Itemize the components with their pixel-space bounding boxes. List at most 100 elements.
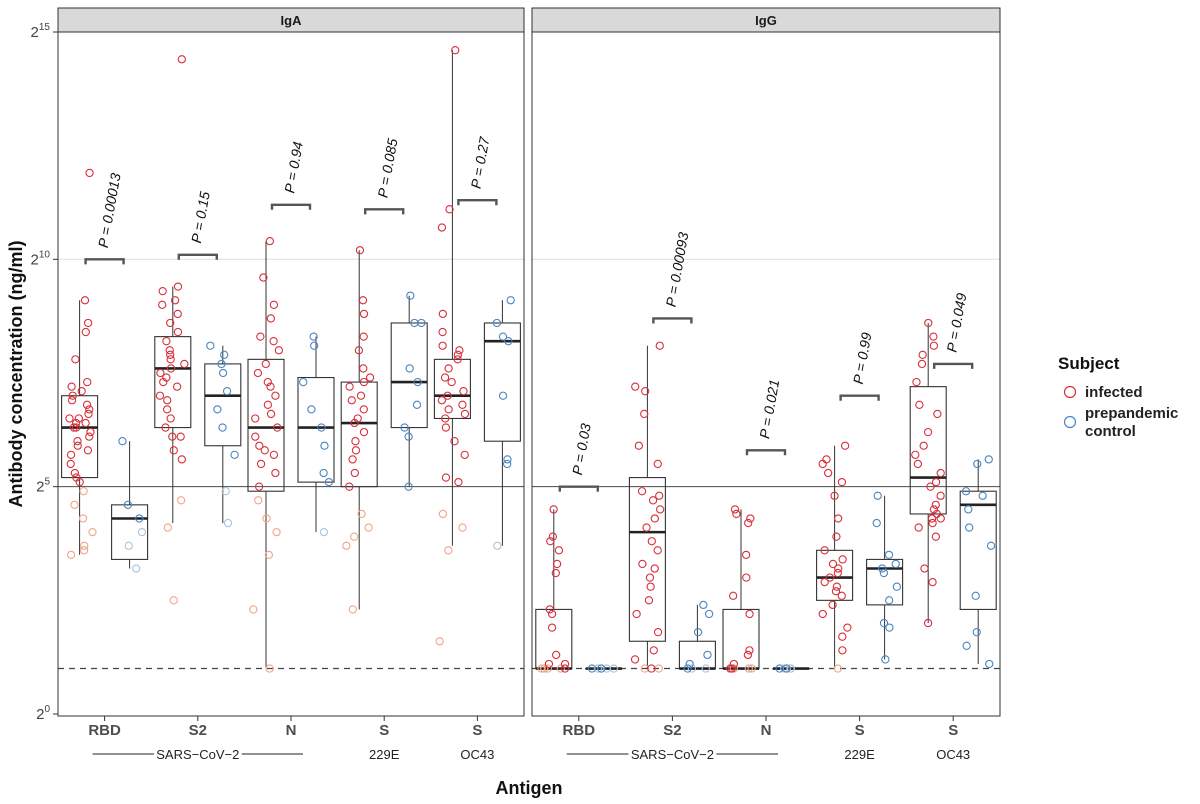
- control-point-below-threshold: [221, 487, 230, 496]
- infected-point-below-threshold: [350, 532, 359, 541]
- legend-title: Subject: [1058, 354, 1120, 373]
- control-point: [213, 405, 222, 414]
- infected-point: [354, 346, 364, 355]
- control-point: [985, 659, 994, 669]
- control-point-below-threshold: [609, 664, 618, 673]
- infected-point: [265, 236, 275, 246]
- infected-point: [86, 427, 95, 437]
- infected-point: [260, 446, 269, 455]
- infected-point: [824, 468, 833, 478]
- infected-point: [68, 391, 77, 400]
- infected-point: [833, 568, 842, 578]
- infected-point-below-threshold: [444, 546, 453, 555]
- control-point: [685, 659, 694, 669]
- infected-point: [447, 377, 456, 387]
- control-point: [704, 609, 714, 619]
- infected-point: [161, 423, 170, 432]
- control-point: [412, 400, 422, 409]
- infected-point: [656, 505, 665, 514]
- infected-point: [254, 482, 264, 491]
- p-value-label: P = 0.15: [188, 190, 213, 244]
- y-tick-label: 20: [36, 704, 50, 723]
- infected-point: [67, 382, 76, 391]
- infected-point: [444, 364, 453, 373]
- infected-point: [165, 346, 174, 355]
- infected-point: [920, 564, 929, 573]
- infected-point: [162, 337, 171, 346]
- infected-point-below-threshold: [265, 664, 274, 673]
- control-point: [220, 350, 229, 359]
- infected-point: [166, 350, 175, 359]
- infected-point: [445, 205, 454, 214]
- infected-point: [356, 391, 366, 400]
- infected-point: [547, 609, 557, 619]
- y-tick-exponent: 5: [44, 477, 50, 488]
- infected-point: [85, 432, 94, 441]
- control-box: [678, 640, 716, 670]
- infected-point: [156, 368, 165, 378]
- infected-point-below-threshold: [833, 664, 843, 673]
- infected-point: [83, 446, 93, 455]
- infected-point: [832, 582, 842, 591]
- control-point: [222, 387, 232, 396]
- infected-point: [746, 514, 755, 523]
- infected-point: [546, 537, 555, 546]
- infected-point: [451, 46, 460, 55]
- control-point: [873, 491, 882, 500]
- infected-point: [269, 337, 278, 346]
- infected-point: [741, 550, 751, 560]
- infected-point: [642, 523, 651, 532]
- infected-point: [453, 350, 463, 359]
- x-tick-label: RBD: [88, 722, 121, 739]
- infected-point: [653, 459, 662, 469]
- control-point: [892, 582, 902, 591]
- infected-point: [72, 423, 81, 432]
- control-point: [299, 377, 308, 387]
- significance-bracket: [652, 317, 693, 324]
- control-point: [683, 664, 692, 673]
- infected-point: [256, 332, 265, 341]
- x-tick-label: RBD: [563, 722, 596, 739]
- control-box: [111, 504, 149, 560]
- infected-point: [359, 332, 368, 341]
- p-value-label: P = 0.085: [374, 137, 400, 199]
- infected-point: [65, 414, 74, 423]
- infected-point: [927, 514, 937, 523]
- reference-lines-layer: [58, 486, 1000, 670]
- control-point: [503, 459, 512, 469]
- y-tick-base: 2: [31, 24, 39, 41]
- infected-point: [732, 509, 741, 519]
- infected-point: [460, 450, 469, 459]
- infected-point: [637, 487, 647, 496]
- infected-point: [743, 650, 753, 660]
- control-point: [984, 455, 993, 464]
- infected-point: [730, 505, 740, 514]
- infected-point: [77, 387, 86, 396]
- infected-point: [351, 446, 361, 455]
- infected-point: [638, 559, 647, 569]
- infected-point: [438, 309, 447, 319]
- control-box: [204, 363, 242, 447]
- infected-point: [653, 546, 662, 555]
- infected-point: [911, 450, 920, 459]
- infected-point: [631, 382, 640, 391]
- infected-point: [818, 459, 827, 469]
- x-tick-label: S: [379, 722, 389, 739]
- infected-point: [820, 546, 829, 555]
- infected-point: [929, 505, 939, 514]
- control-point-below-threshold: [137, 527, 147, 537]
- p-value-label: P = 0.99: [850, 331, 875, 385]
- infected-point: [928, 518, 937, 528]
- infected-point: [825, 573, 835, 582]
- p-value-label: P = 0.27: [468, 135, 493, 190]
- control-point: [405, 364, 414, 373]
- control-point: [498, 391, 508, 400]
- panel-border: [57, 31, 525, 717]
- control-point: [506, 296, 515, 305]
- infected-point: [548, 532, 557, 541]
- infected-point: [913, 459, 923, 469]
- infected-point: [163, 396, 172, 405]
- infected-point: [632, 609, 641, 619]
- legend-label-infected: infected: [1085, 384, 1143, 401]
- control-point: [123, 500, 133, 510]
